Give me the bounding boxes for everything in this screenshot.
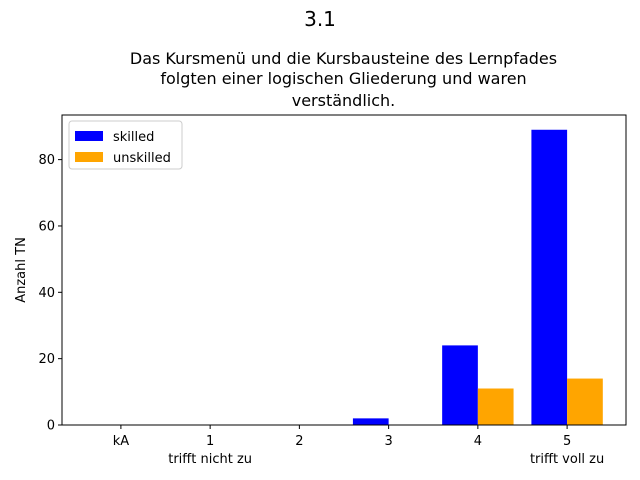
x-tick-label-5: 5: [563, 434, 571, 449]
x-tick-sublabel-1: trifft nicht zu: [168, 452, 252, 467]
y-axis-label: Anzahl TN: [14, 237, 29, 303]
x-tick-label-kA: kA: [113, 434, 130, 449]
plot-area: 0 20 40 60 80 kA 1 trifft nicht zu 2 3 4 5 trifft vo…: [38, 129, 604, 467]
chart-title-line-1: Das Kursmenü und die Kursbausteine des L…: [130, 49, 557, 68]
y-tick-label-80: 80: [38, 153, 55, 168]
x-tick-label-3: 3: [384, 434, 392, 449]
y-tick-label-40: 40: [38, 286, 55, 301]
axes-frame: [61, 114, 627, 426]
bar-skilled-5: [531, 129, 568, 425]
y-tick-label-60: 60: [38, 219, 55, 234]
legend-swatch-skilled: [75, 131, 103, 141]
legend-label-skilled: skilled: [113, 130, 154, 145]
legend-label-unskilled: unskilled: [113, 151, 171, 166]
y-tick-label-0: 0: [47, 419, 55, 434]
legend-swatch-unskilled: [75, 152, 103, 162]
x-tick-label-2: 2: [295, 434, 303, 449]
chart-title-line-3: verständlich.: [292, 91, 396, 110]
bar-skilled-3: [352, 418, 389, 425]
chart-title-line-2: folgten einer logischen Gliederung und w…: [160, 69, 526, 88]
y-tick-label-20: 20: [38, 352, 55, 367]
bar-unskilled-4: [477, 388, 514, 425]
chart-suptitle: 3.1: [304, 7, 336, 31]
bar-unskilled-5: [567, 378, 603, 425]
x-tick-label-1: 1: [206, 434, 214, 449]
legend: skilled unskilled: [68, 120, 183, 170]
x-tick-label-4: 4: [474, 434, 482, 449]
x-tick-sublabel-5: trifft voll zu: [530, 452, 604, 467]
bar-skilled-4: [442, 345, 478, 425]
